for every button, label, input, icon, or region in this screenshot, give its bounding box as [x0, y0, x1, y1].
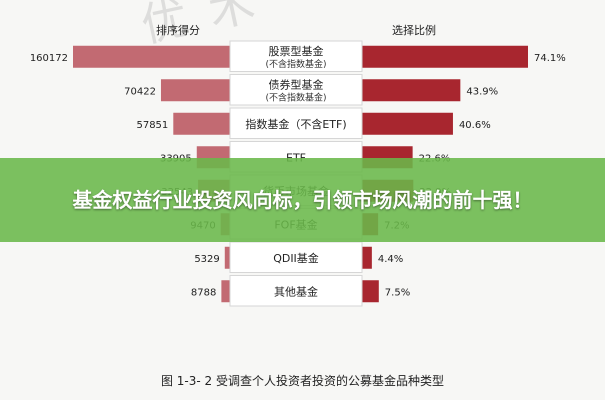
left-value-label-0: 160172: [30, 53, 68, 64]
headline-banner: 基金权益行业投资风向标，引领市场风潮的前十强！: [0, 158, 605, 242]
right-panel-title: 选择比例: [392, 23, 436, 37]
right-bar-6: [362, 246, 372, 269]
category-box-0: [229, 40, 363, 72]
right-bar-7: [362, 280, 379, 303]
figure-caption: 图 1-3- 2 受调查个人投资者投资的公募基金品种类型: [160, 374, 444, 388]
left-bar-6: [224, 246, 230, 269]
category-box-2: [229, 107, 363, 139]
right-value-label-2: 40.6%: [459, 120, 491, 131]
headline-text: 基金权益行业投资风向标，引领市场风潮的前十强！: [72, 188, 533, 212]
right-bar-1: [362, 79, 461, 102]
left-bar-7: [221, 280, 230, 303]
right-value-label-7: 7.5%: [385, 287, 410, 298]
category-label-0: 股票型基金: [269, 44, 324, 58]
category-box-7: [229, 275, 363, 307]
category-label-2: 指数基金（不含ETF): [245, 117, 346, 131]
category-box-1: [229, 74, 363, 106]
right-bar-2: [362, 112, 453, 135]
category-label-6: QDII基金: [273, 251, 319, 265]
right-bar-0: [362, 45, 528, 68]
category-label-1: 债券型基金: [269, 77, 324, 91]
category-sublabel-1: (不含指数基金): [265, 91, 326, 103]
category-sublabel-0: (不含指数基金): [265, 58, 326, 70]
right-value-label-0: 74.1%: [534, 53, 566, 64]
left-bar-1: [160, 79, 230, 102]
category-label-7: 其他基金: [274, 284, 318, 298]
right-value-label-1: 43.9%: [466, 86, 498, 97]
left-bar-0: [73, 45, 230, 68]
right-value-label-6: 4.4%: [378, 254, 403, 265]
left-value-label-2: 57851: [136, 120, 168, 131]
left-value-label-6: 5329: [194, 254, 219, 265]
left-value-label-7: 8788: [191, 287, 216, 298]
category-box-6: [229, 241, 363, 273]
left-value-label-1: 70422: [124, 86, 156, 97]
left-bar-2: [173, 112, 230, 135]
left-panel-title: 排序得分: [156, 23, 200, 37]
